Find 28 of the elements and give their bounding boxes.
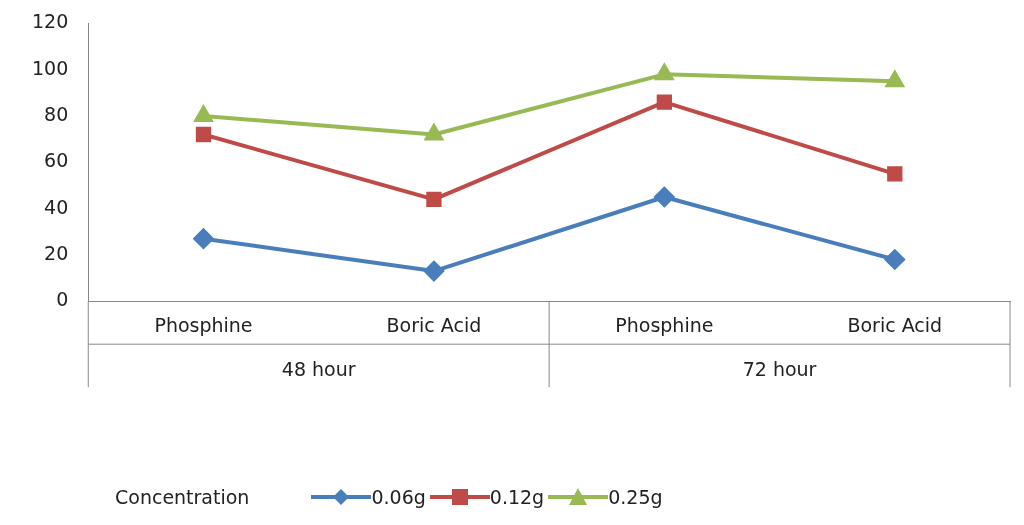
point [885, 71, 904, 88]
x-tick-label: Boric Acid [386, 313, 482, 336]
point [195, 126, 212, 143]
x-tick-label: Boric Acid [847, 313, 943, 336]
y-tick-label: 0 [56, 288, 69, 311]
point [193, 228, 214, 249]
y-tick-label: 100 [32, 56, 69, 79]
y-tick-label: 20 [44, 241, 69, 264]
point [654, 187, 675, 208]
point [423, 261, 444, 282]
y-tick-label: 40 [44, 195, 69, 218]
legend-label: 0.12g [489, 486, 545, 508]
y-tick-label: 60 [44, 149, 69, 172]
legend-label: 0.25g [608, 486, 663, 508]
point [655, 64, 674, 81]
point [194, 106, 213, 122]
text: 72 hour [742, 358, 817, 381]
point [426, 191, 442, 207]
y-tick-label: 120 [32, 10, 69, 33]
point [884, 249, 905, 270]
legend-label: 0.06g [371, 486, 426, 508]
y-tick-label: 80 [44, 102, 69, 125]
x-tick-label: Phosphine [615, 313, 714, 336]
point [887, 166, 903, 182]
x-tick-label: Phosphine [154, 313, 253, 336]
legend-title: Concentration [115, 486, 250, 508]
point [656, 94, 673, 110]
text: 48 hour [281, 358, 356, 381]
